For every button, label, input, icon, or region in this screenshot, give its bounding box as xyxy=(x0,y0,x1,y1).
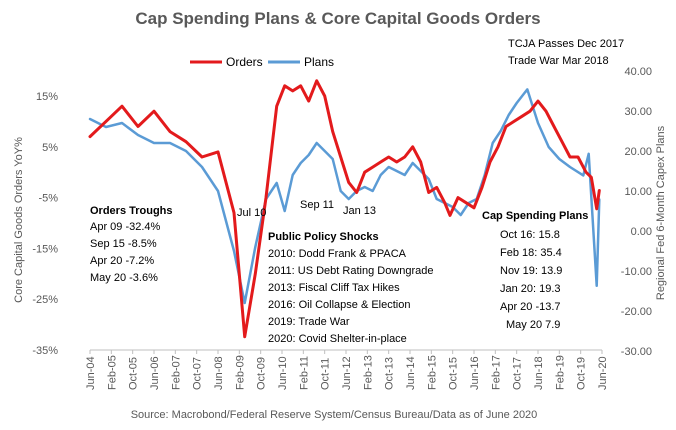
right-tick-label: 0.00 xyxy=(631,226,652,238)
x-tick-label: Jun-04 xyxy=(85,356,97,390)
x-tick-label: Jun-16 xyxy=(469,356,481,390)
legend-orders-label: Orders xyxy=(226,55,263,69)
x-tick-label: Oct-13 xyxy=(384,357,396,390)
left-tick-label: -5% xyxy=(38,193,58,205)
x-tick-label: Oct-09 xyxy=(256,357,268,390)
x-axis-ticks: Jun-04 Feb-05 Oct-05 Jun-06 Feb-07 Oct-07 Jun-… xyxy=(85,349,609,390)
policy-shocks-line: 2010: Dodd Frank & PPACA xyxy=(268,248,407,260)
orders-troughs-line: Apr 20 -7.2% xyxy=(90,255,154,267)
right-tick-label: -20.00 xyxy=(621,306,652,318)
orders-troughs-line: May 20 -3.6% xyxy=(90,272,158,284)
x-tick-label: Feb-17 xyxy=(490,355,502,390)
orders-troughs-line: Apr 09 -32.4% xyxy=(90,221,161,233)
x-tick-label: Oct-17 xyxy=(512,357,524,390)
orders-troughs-line: Sep 15 -8.5% xyxy=(90,238,157,250)
right-axis-ticks: 40.00 30.00 20.00 10.00 0.00 -10.00 -20.00 -30.… xyxy=(621,66,652,358)
annotation-tcja: TCJA Passes Dec 2017 xyxy=(508,38,624,50)
policy-shocks-line: 2011: US Debt Rating Downgrade xyxy=(268,265,434,277)
x-tick-label: Oct-11 xyxy=(320,358,332,390)
right-axis-label: Regional Fed 6-Month Capex Plans xyxy=(655,125,667,300)
series-orders-line xyxy=(88,79,601,339)
x-tick-label: Feb-15 xyxy=(426,355,438,390)
right-tick-label: 10.00 xyxy=(624,186,652,198)
x-tick-label: Jun-10 xyxy=(277,356,289,390)
x-tick-label: Feb-11 xyxy=(298,356,310,390)
x-tick-label: Feb-19 xyxy=(554,355,566,390)
annotation-jul10: Jul 10 xyxy=(237,207,266,219)
left-tick-label: -35% xyxy=(32,345,58,357)
left-axis-label: Core Capital Goods Orders YoY% xyxy=(13,137,25,303)
right-tick-label: 20.00 xyxy=(624,146,652,158)
policy-shocks-line: 2013: Fiscal Cliff Tax Hikes xyxy=(268,282,400,294)
cap-plans-title: Cap Spending Plans xyxy=(482,210,588,222)
right-tick-label: -10.00 xyxy=(621,266,652,278)
x-tick-label: Feb-09 xyxy=(234,355,246,390)
x-tick-label: Oct-19 xyxy=(576,357,588,390)
annotation-jan13: Jan 13 xyxy=(343,205,376,217)
cap-plans-line: Nov 19: 13.9 xyxy=(500,265,562,277)
x-tick-label: Oct-05 xyxy=(128,357,140,390)
x-tick-label: Jun-08 xyxy=(213,356,225,390)
policy-shocks-line: 2016: Oil Collapse & Election xyxy=(268,299,410,311)
policy-shocks-line: 2019: Trade War xyxy=(268,316,350,328)
series-group xyxy=(88,79,601,339)
legend-plans-label: Plans xyxy=(304,55,334,69)
x-tick-label: Oct-07 xyxy=(192,357,204,390)
series-plans-line xyxy=(88,88,601,305)
policy-shocks-box: Public Policy Shocks 2010: Dodd Frank & … xyxy=(268,231,434,345)
legend: Orders Plans xyxy=(190,55,334,69)
cap-plans-line: Jan 20: 19.3 xyxy=(500,283,561,295)
left-axis-ticks: 15% 5% -5% -15% -25% -35% xyxy=(32,91,58,357)
x-tick-label: Jun-14 xyxy=(405,356,417,390)
x-tick-label: Feb-07 xyxy=(170,355,182,390)
annotation-trade-war: Trade War Mar 2018 xyxy=(508,55,609,67)
source-note: Source: Macrobond/Federal Reserve System… xyxy=(131,409,538,421)
x-tick-label: Feb-13 xyxy=(362,355,374,390)
x-tick-label: Jun-06 xyxy=(149,356,161,390)
cap-plans-line: May 20 7.9 xyxy=(506,319,560,331)
x-tick-label: Feb-05 xyxy=(106,355,118,390)
cap-plans-line: Oct 16: 15.8 xyxy=(500,229,560,241)
x-tick-label: Jun-18 xyxy=(533,356,545,390)
cap-plans-line: Feb 18: 35.4 xyxy=(500,247,562,259)
left-tick-label: 15% xyxy=(36,91,58,103)
x-tick-label: Jun-20 xyxy=(597,356,609,390)
annotation-sep11: Sep 11 xyxy=(300,199,334,211)
policy-shocks-line: 2020: Covid Shelter-in-place xyxy=(268,333,407,345)
cap-plans-line: Apr 20 -13.7 xyxy=(500,301,561,313)
x-tick-label: Jun-12 xyxy=(341,356,353,390)
left-tick-label: 5% xyxy=(42,142,58,154)
cap-plans-box: Cap Spending Plans Oct 16: 15.8 Feb 18: … xyxy=(482,210,588,331)
orders-troughs-box: Orders Troughs Apr 09 -32.4% Sep 15 -8.5… xyxy=(90,205,173,284)
left-tick-label: -15% xyxy=(32,243,58,255)
x-tick-label: Oct-15 xyxy=(448,357,460,390)
right-tick-label: 30.00 xyxy=(624,106,652,118)
orders-troughs-title: Orders Troughs xyxy=(90,205,173,217)
policy-shocks-title: Public Policy Shocks xyxy=(268,231,379,243)
left-tick-label: -25% xyxy=(32,294,58,306)
right-tick-label: 40.00 xyxy=(624,66,652,78)
right-tick-label: -30.00 xyxy=(621,346,652,358)
chart-title: Cap Spending Plans & Core Capital Goods … xyxy=(135,9,540,28)
